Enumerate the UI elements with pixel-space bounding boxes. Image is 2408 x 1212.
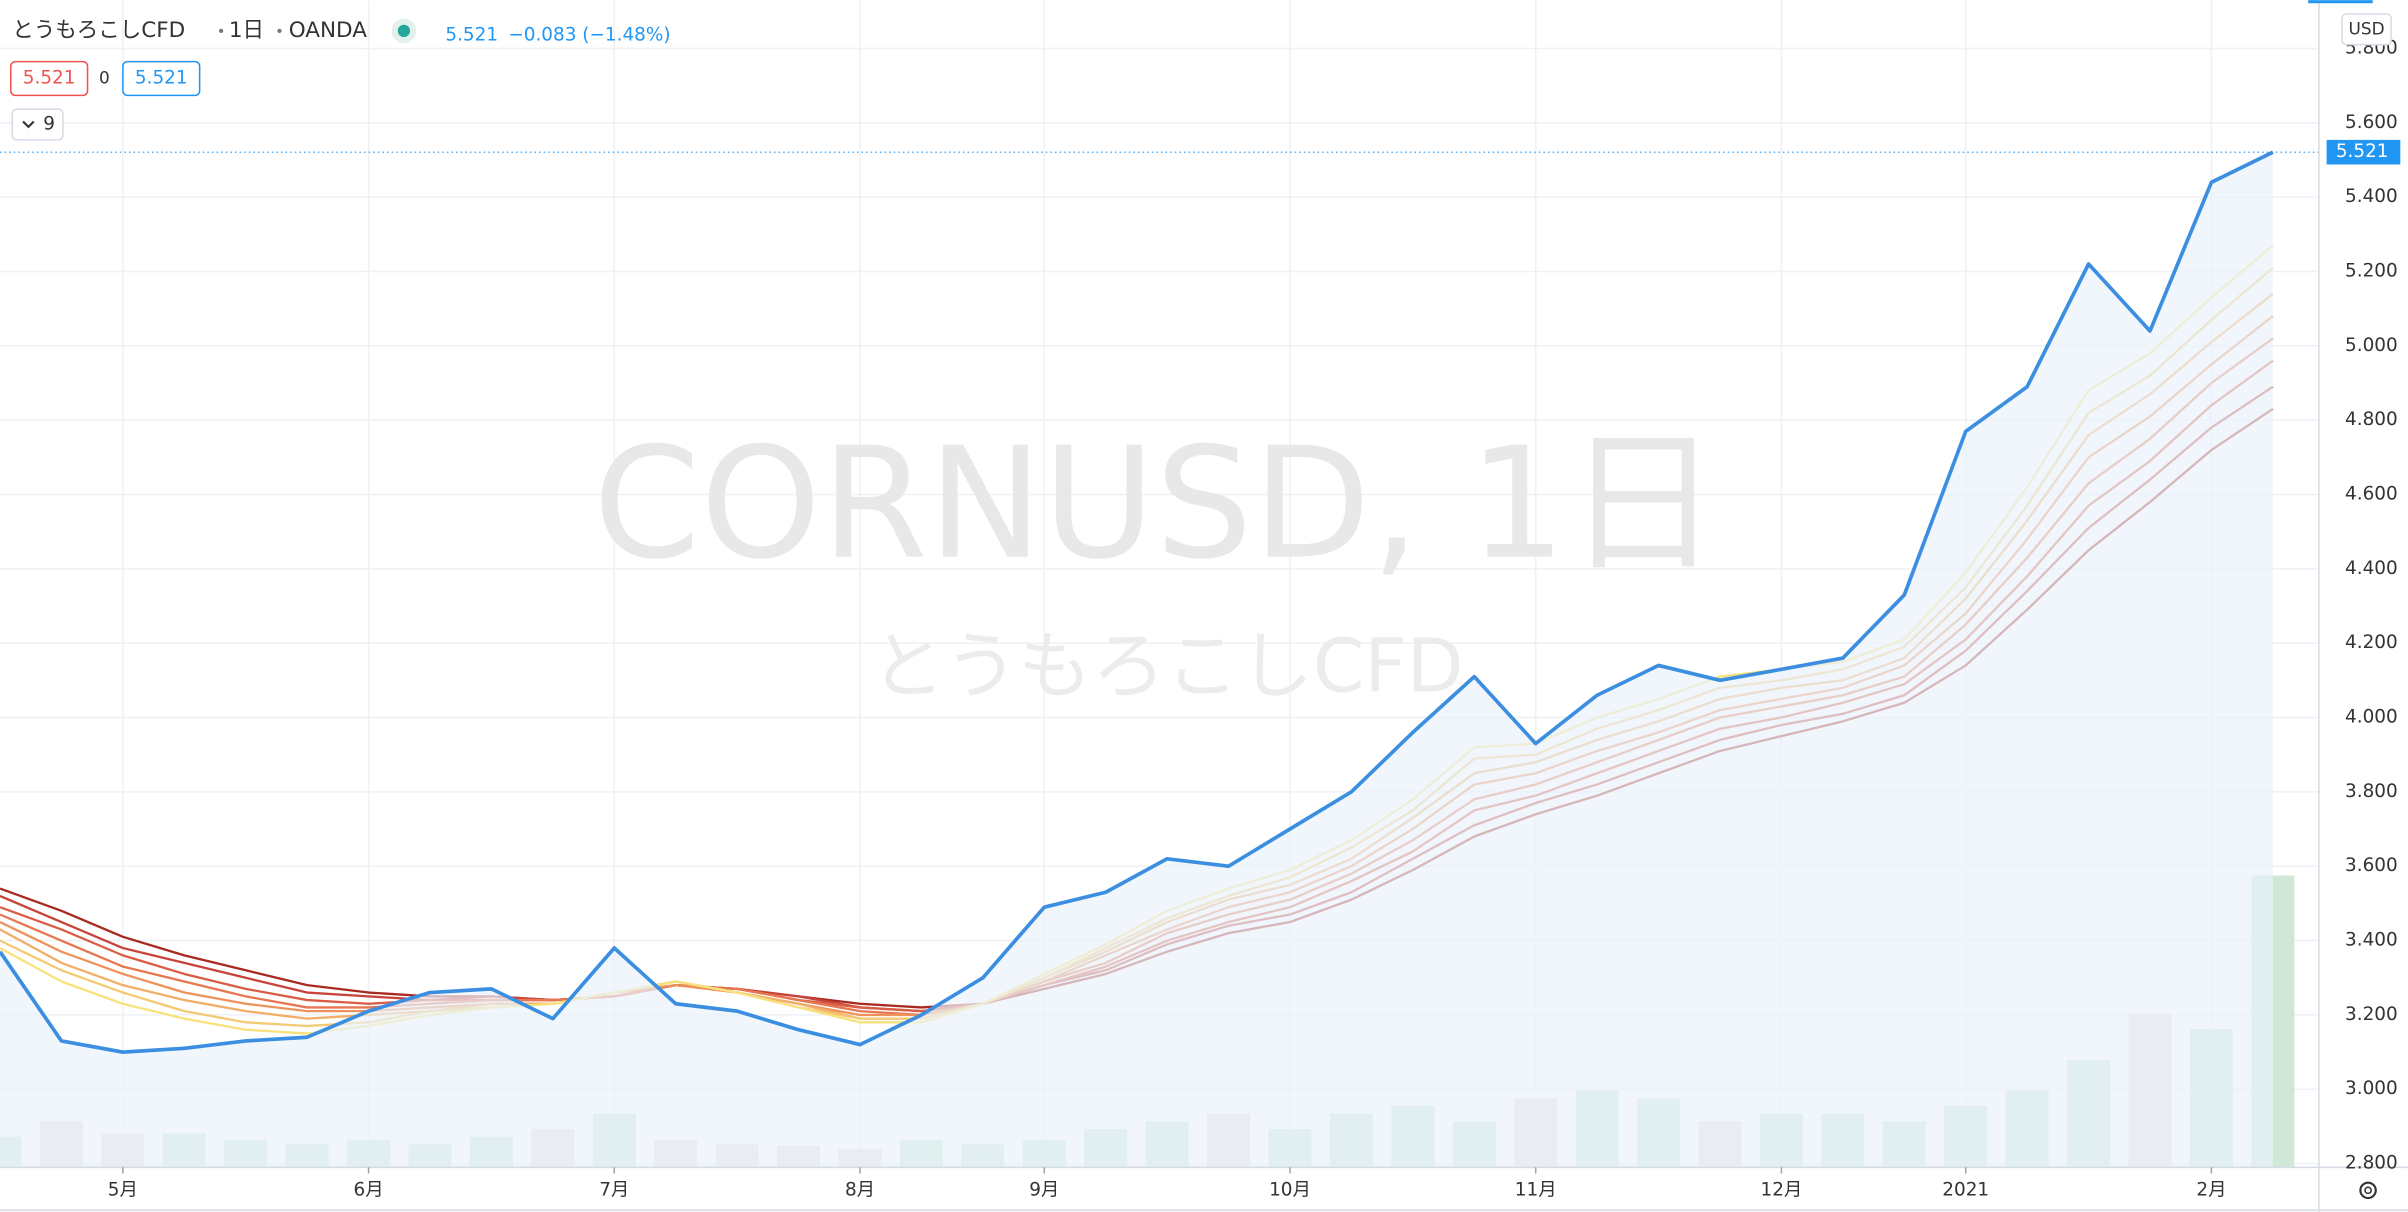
last-price-label: 5.521 bbox=[2336, 141, 2389, 162]
y-tick-label: 4.000 bbox=[2345, 707, 2398, 728]
scale-indicator bbox=[2308, 0, 2373, 4]
watermark: CORNUSD, 1日 bbox=[593, 415, 1720, 594]
header-price: 5.521 bbox=[445, 24, 498, 45]
y-tick-label: 4.200 bbox=[2345, 632, 2398, 653]
x-tick-label: 12月 bbox=[1761, 1179, 1803, 1200]
time-axis-bg bbox=[0, 1167, 2408, 1212]
x-tick-label: 10月 bbox=[1269, 1179, 1311, 1200]
x-tick-label: 9月 bbox=[1029, 1179, 1059, 1200]
y-tick-label: 3.600 bbox=[2345, 855, 2398, 876]
y-tick-label: 4.800 bbox=[2345, 409, 2398, 430]
y-tick-label: 3.400 bbox=[2345, 930, 2398, 951]
price-line bbox=[0, 150, 2274, 1054]
last-price-box bbox=[2326, 139, 2401, 165]
y-tick-label: 3.200 bbox=[2345, 1004, 2398, 1025]
separator bbox=[218, 28, 224, 34]
bid: 5.521 bbox=[23, 67, 76, 88]
price-area bbox=[0, 152, 2273, 1168]
y-tick-label: 5.600 bbox=[2345, 112, 2398, 133]
y-tick-label: 3.800 bbox=[2345, 781, 2398, 802]
y-tick-label: 2.800 bbox=[2345, 1153, 2398, 1174]
separator bbox=[277, 28, 282, 34]
x-tick-label: 6月 bbox=[354, 1179, 384, 1200]
y-tick-label: 4.600 bbox=[2345, 484, 2398, 505]
y-tick-label: 5.200 bbox=[2345, 261, 2398, 282]
currency: USD bbox=[2349, 18, 2385, 38]
ask: 5.521 bbox=[135, 67, 188, 88]
currency-box[interactable] bbox=[2341, 13, 2392, 46]
watermark-subtitle: とうもろこしCFD bbox=[871, 624, 1464, 709]
y-tick-label: 5.000 bbox=[2345, 335, 2398, 356]
indicator-toggle[interactable] bbox=[11, 108, 64, 141]
indicator-count: 9 bbox=[43, 114, 55, 135]
x-tick-label: 2月 bbox=[2196, 1179, 2226, 1200]
x-tick-label: 11月 bbox=[1515, 1179, 1557, 1200]
y-tick-label: 5.400 bbox=[2345, 186, 2398, 207]
x-tick-label: 7月 bbox=[599, 1179, 629, 1200]
interval[interactable]: 1日 bbox=[229, 18, 264, 43]
spread: 0 bbox=[99, 67, 110, 87]
ask-box[interactable] bbox=[122, 60, 201, 97]
gear-hub bbox=[2364, 1186, 2372, 1195]
y-tick-label: 4.400 bbox=[2345, 558, 2398, 579]
x-tick-label: 8月 bbox=[845, 1179, 875, 1200]
exchange: OANDA bbox=[289, 18, 368, 43]
x-tick-label: 2021 bbox=[1942, 1179, 1989, 1200]
gear bbox=[2359, 1181, 2377, 1200]
y-tick-label: 3.000 bbox=[2345, 1078, 2398, 1099]
price-axis-bg bbox=[2318, 0, 2408, 1212]
header-change: −0.083 (−1.48%) bbox=[508, 24, 670, 45]
x-tick-label: 5月 bbox=[108, 1179, 138, 1200]
chevron-icon bbox=[22, 120, 35, 129]
bid-box[interactable] bbox=[9, 60, 89, 97]
symbol[interactable]: とうもろこしCFD bbox=[12, 18, 185, 43]
status-dot bbox=[397, 24, 411, 38]
settings-icon[interactable] bbox=[2359, 1181, 2377, 1200]
